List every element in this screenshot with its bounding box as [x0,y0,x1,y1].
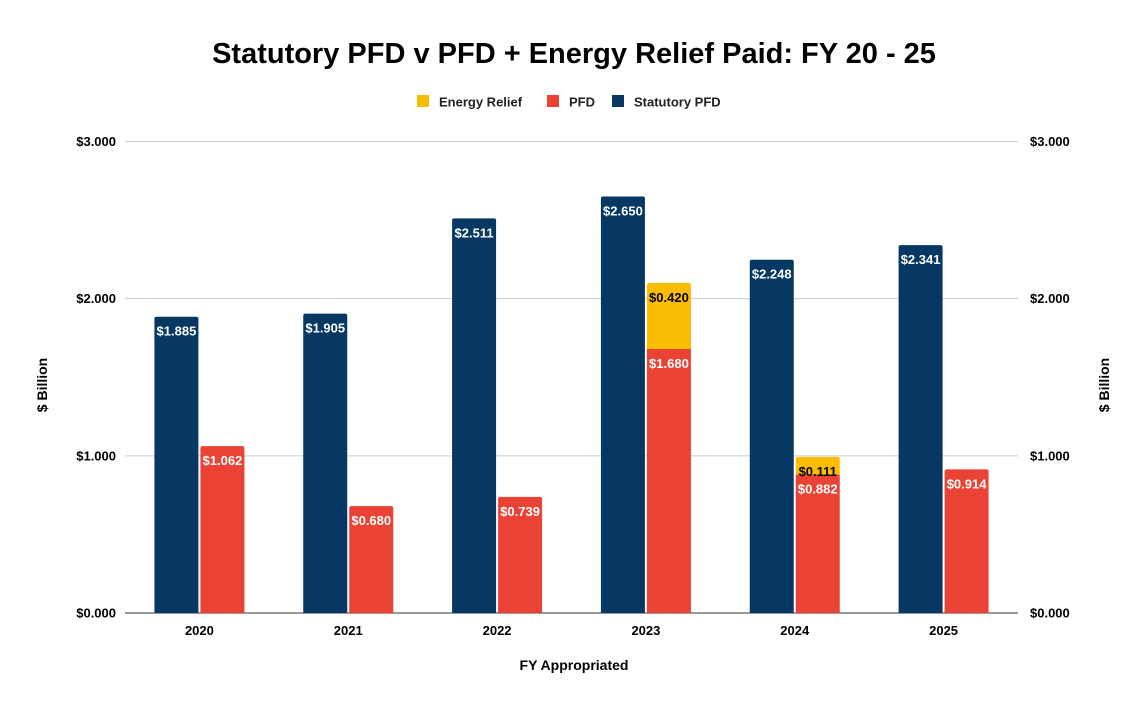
x-tick-label: 2021 [334,623,363,638]
legend-swatch [547,95,559,107]
legend-item: Statutory PFD [612,95,721,110]
bar-pfd [349,506,394,613]
x-tick-label: 2024 [780,623,810,638]
y-tick-label-right: $2.000 [1030,291,1070,306]
y-axis-right-title: $ Billion [1096,358,1112,412]
y-tick-label-left: $1.000 [76,448,116,463]
data-label: $0.739 [500,504,540,519]
bar-statutory-pfd [303,313,348,613]
y-tick-label-left: $0.000 [76,606,116,621]
bar-energy-relief [646,282,691,349]
y-axis-left-title: $ Billion [34,358,50,412]
legend-swatch [612,95,624,107]
data-label: $2.341 [901,252,941,267]
gridlines [125,141,1018,614]
bars [154,196,989,614]
x-axis-title: FY Appropriated [520,657,629,673]
bar-pfd [944,469,989,613]
bar-statutory-pfd [452,218,497,614]
x-tick-label: 2023 [631,623,660,638]
bar-statutory-pfd [898,245,943,614]
y-tick-label-left: $2.000 [76,291,116,306]
data-label: $0.420 [649,290,689,305]
data-label: $0.111 [799,464,837,479]
legend-swatch [417,95,429,107]
data-labels: $1.885 $1.062 $1.905 $0.680 $2.511 $0.739 $2.6… [157,204,988,529]
bar-energy-relief [795,456,840,475]
data-label: $2.248 [752,267,792,282]
data-label: $1.885 [157,324,197,339]
bar-statutory-pfd [600,196,645,613]
x-tick-label: 2022 [483,623,512,638]
legend-item: PFD [547,95,595,110]
y-tick-label-right: $3.000 [1030,134,1070,149]
chart-title: Statutory PFD v PFD + Energy Relief Paid… [212,38,936,70]
y-tick-label-right: $0.000 [1030,606,1070,621]
y-tick-label-left: $3.000 [76,134,116,149]
bar-pfd [498,496,543,613]
legend-item: Energy Relief [417,95,523,110]
x-tick-label: 2025 [929,623,958,638]
data-label: $1.680 [649,356,689,371]
bar-statutory-pfd [749,259,794,613]
y-tick-label-right: $1.000 [1030,448,1070,463]
data-label: $0.680 [351,513,391,528]
bar-pfd [795,474,840,613]
data-label: $0.914 [947,476,988,491]
y-axis-left-ticks: $0.000 $1.000 $2.000 $3.000 [76,134,116,621]
data-label: $1.062 [203,453,243,468]
chart-legend: Energy Relief PFD Statutory PFD [417,95,721,110]
y-axis-right-ticks: $0.000 $1.000 $2.000 $3.000 [1030,134,1070,621]
data-label: $2.511 [455,225,494,240]
bar-statutory-pfd [154,316,199,613]
bar-pfd [646,348,691,613]
data-label: $2.650 [603,204,643,219]
x-tick-label: 2020 [185,623,214,638]
legend-label: Statutory PFD [634,95,721,110]
bar-pfd [200,446,245,613]
legend-label: PFD [569,95,595,110]
data-label: $0.882 [798,481,838,496]
x-axis-ticks: 2020 2021 2022 2023 2024 2025 [185,623,958,638]
legend-label: Energy Relief [439,95,523,110]
data-label: $1.905 [305,321,345,336]
